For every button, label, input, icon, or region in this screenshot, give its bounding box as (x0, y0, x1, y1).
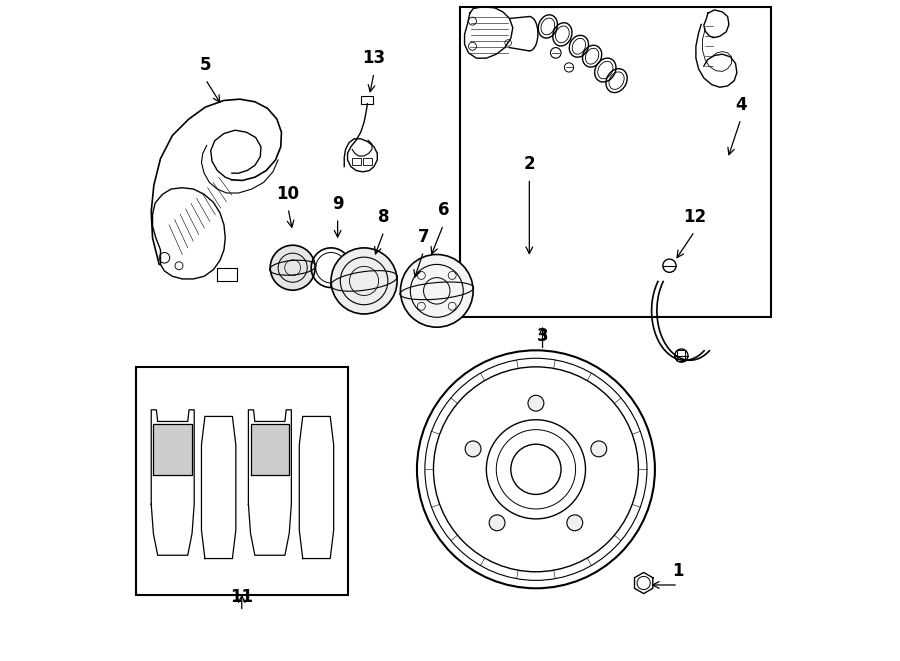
Circle shape (528, 395, 544, 411)
Circle shape (465, 441, 481, 457)
Circle shape (489, 515, 505, 531)
Text: 12: 12 (683, 208, 706, 226)
Text: 7: 7 (418, 228, 429, 246)
Text: 6: 6 (437, 202, 449, 219)
Circle shape (331, 248, 397, 314)
Bar (460, 7, 770, 317)
Text: 8: 8 (378, 208, 390, 226)
Bar (363, 158, 372, 165)
Bar (136, 367, 347, 595)
Polygon shape (153, 424, 192, 475)
Text: 13: 13 (363, 50, 385, 67)
Circle shape (270, 245, 315, 290)
Text: 11: 11 (230, 588, 253, 606)
Bar (352, 158, 361, 165)
Circle shape (567, 515, 582, 531)
Polygon shape (250, 424, 289, 475)
Text: 1: 1 (672, 562, 684, 580)
Bar (362, 96, 374, 104)
Bar (678, 350, 685, 361)
Text: 2: 2 (524, 155, 536, 173)
Circle shape (400, 254, 473, 327)
Circle shape (591, 441, 607, 457)
Text: 5: 5 (200, 56, 212, 74)
Text: 3: 3 (536, 327, 548, 345)
Text: 9: 9 (332, 195, 344, 213)
Text: 4: 4 (735, 96, 747, 114)
Text: 10: 10 (276, 185, 300, 203)
